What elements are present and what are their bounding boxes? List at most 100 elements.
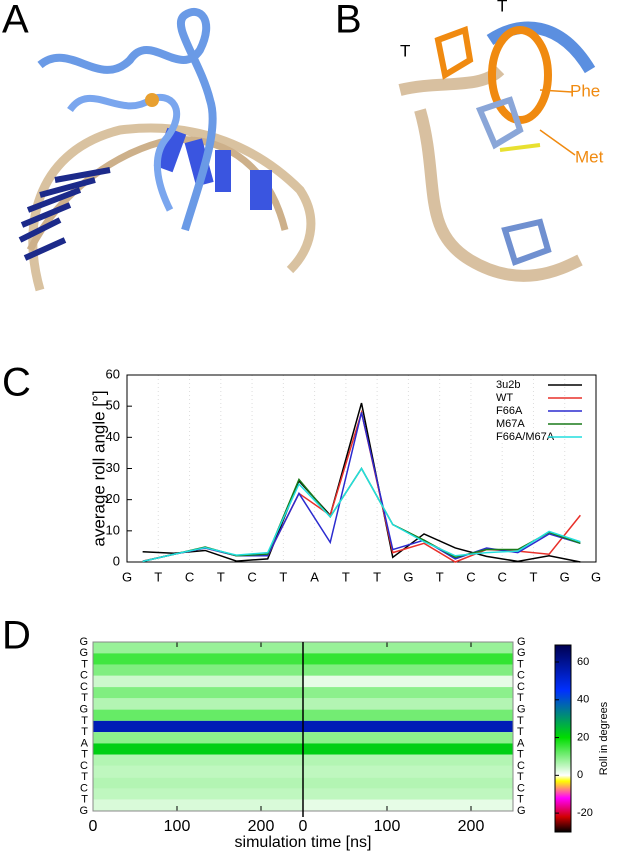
legend-label: F66A/M67A bbox=[496, 431, 555, 443]
x-tick-label: T bbox=[436, 569, 444, 584]
heatmap-cell bbox=[93, 687, 303, 699]
x-tick-label: C bbox=[185, 569, 194, 584]
panel-label: D bbox=[2, 614, 31, 658]
heatmap-cell bbox=[303, 732, 513, 744]
y-tick-label: G bbox=[517, 704, 526, 716]
heatmap-cell bbox=[303, 687, 513, 699]
panel-label: C bbox=[2, 361, 31, 405]
y-tick-label: A bbox=[517, 737, 525, 749]
y-tick-label: G bbox=[79, 636, 88, 648]
y-tick-label: T bbox=[81, 726, 88, 738]
legend-label: F66A bbox=[496, 405, 523, 417]
heatmap-cell bbox=[93, 664, 303, 676]
y-tick-label: T bbox=[517, 715, 524, 727]
heatmap-cell bbox=[303, 743, 513, 755]
y-tick-label: 0 bbox=[113, 553, 120, 568]
x-tick-label: 0 bbox=[299, 818, 308, 835]
x-tick-label: G bbox=[560, 569, 570, 584]
x-tick-label: 0 bbox=[89, 818, 98, 835]
y-tick-label: C bbox=[517, 681, 525, 693]
x-tick-label: T bbox=[529, 569, 537, 584]
x-tick-label: T bbox=[154, 569, 162, 584]
heatmap-cell bbox=[303, 765, 513, 778]
y-tick-label: T bbox=[517, 749, 524, 761]
y-tick-label: T bbox=[517, 692, 524, 704]
y-tick-label: 30 bbox=[106, 460, 120, 475]
colorbar-tick-label: 20 bbox=[577, 731, 589, 743]
heatmap-cell bbox=[303, 777, 513, 789]
y-tick-label: 60 bbox=[106, 366, 120, 381]
heatmap-cell bbox=[93, 765, 303, 778]
series-line bbox=[142, 467, 581, 563]
structure-a bbox=[18, 7, 316, 292]
y-tick-label: G bbox=[79, 805, 88, 817]
annotation: Met bbox=[575, 147, 604, 166]
y-tick-label: G bbox=[517, 636, 526, 648]
annotation: T bbox=[400, 41, 410, 60]
heatmap-cell bbox=[303, 799, 513, 811]
heatmap-cell bbox=[93, 642, 303, 654]
y-tick-label: G bbox=[79, 704, 88, 716]
x-tick-label: T bbox=[217, 569, 225, 584]
x-tick-label: 200 bbox=[248, 818, 275, 835]
y-tick-label: C bbox=[517, 760, 525, 772]
y-tick-label: C bbox=[80, 681, 88, 693]
heatmap-cell bbox=[93, 698, 303, 710]
y-tick-label: 20 bbox=[106, 491, 120, 506]
x-tick-label: C bbox=[498, 569, 507, 584]
x-tick-label: T bbox=[373, 569, 381, 584]
x-tick-label: 100 bbox=[374, 818, 401, 835]
colorbar-tick-label: -20 bbox=[577, 807, 593, 819]
heatmap-cell bbox=[93, 675, 303, 688]
y-tick-label: C bbox=[80, 670, 88, 682]
colorbar bbox=[554, 644, 572, 833]
heatmap-cell bbox=[93, 777, 303, 789]
colorbar-tick-label: 60 bbox=[577, 656, 589, 668]
y-axis-label: average roll angle [°] bbox=[89, 390, 108, 546]
colorbar-tick-label: 40 bbox=[577, 694, 589, 706]
y-tick-label: 50 bbox=[106, 398, 120, 413]
x-axis-label: simulation time [ns] bbox=[235, 834, 372, 851]
heatmap-cell bbox=[303, 698, 513, 710]
plot-frame bbox=[126, 374, 597, 563]
x-tick-label: G bbox=[403, 569, 413, 584]
heatmap-cell bbox=[303, 675, 513, 688]
y-tick-label: 10 bbox=[106, 522, 120, 537]
heatmap-cell bbox=[93, 720, 303, 733]
structure-b bbox=[398, 21, 596, 282]
x-tick-label: G bbox=[122, 569, 132, 584]
heatmap-cell bbox=[303, 754, 513, 766]
y-tick-label: T bbox=[81, 658, 88, 670]
heatmap-cell bbox=[303, 642, 513, 654]
y-tick-label: T bbox=[517, 726, 524, 738]
y-tick-label: A bbox=[81, 737, 89, 749]
y-tick-label: T bbox=[517, 794, 524, 806]
y-tick-label: T bbox=[517, 658, 524, 670]
legend-label: WT bbox=[496, 392, 513, 404]
x-tick-label: C bbox=[247, 569, 256, 584]
heatmap-cell bbox=[303, 653, 513, 665]
x-tick-label: G bbox=[591, 569, 601, 584]
series-line bbox=[142, 467, 581, 563]
heatmap-cell bbox=[93, 754, 303, 766]
heatmap-cell bbox=[303, 788, 513, 800]
y-tick-label: T bbox=[517, 771, 524, 783]
y-tick-label: 40 bbox=[106, 429, 120, 444]
heatmap-cell bbox=[93, 653, 303, 665]
y-tick-label: C bbox=[517, 782, 525, 794]
series-line bbox=[142, 402, 581, 563]
y-tick-label: T bbox=[81, 794, 88, 806]
y-tick-label: C bbox=[517, 670, 525, 682]
panel-label: A bbox=[2, 0, 29, 42]
y-tick-label: T bbox=[81, 715, 88, 727]
heatmap-cell bbox=[93, 788, 303, 800]
x-tick-label: T bbox=[279, 569, 287, 584]
legend-label: 3u2b bbox=[496, 379, 520, 391]
annotation: T bbox=[497, 0, 507, 15]
y-tick-label: G bbox=[79, 647, 88, 659]
x-tick-label: 200 bbox=[458, 818, 485, 835]
x-tick-label: 100 bbox=[164, 818, 191, 835]
y-tick-label: T bbox=[81, 749, 88, 761]
y-tick-label: C bbox=[80, 760, 88, 772]
